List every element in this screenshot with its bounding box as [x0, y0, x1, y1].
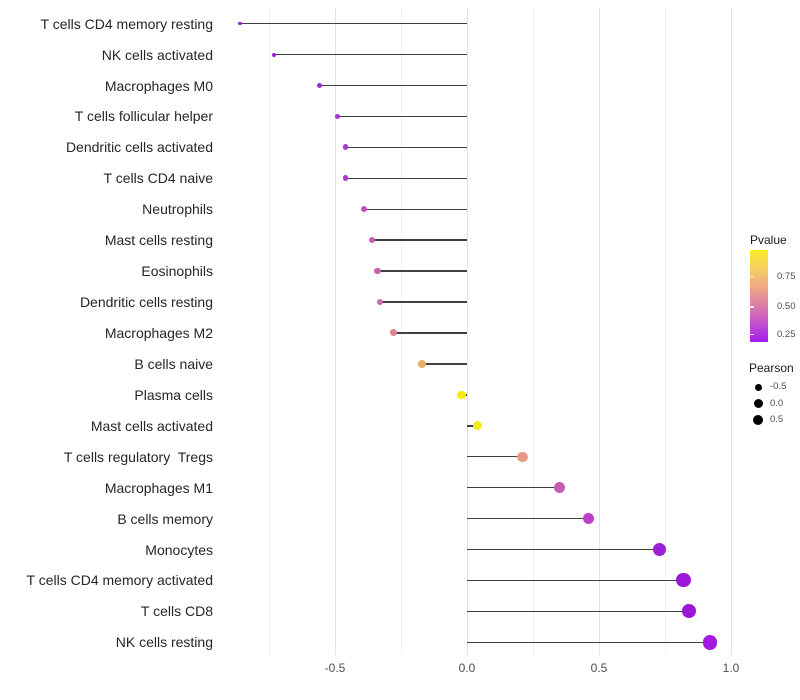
lollipop-point [373, 267, 381, 275]
lollipop-stem [467, 641, 710, 644]
lollipop-point [517, 451, 528, 462]
y-axis-label: Macrophages M1 [104, 479, 213, 496]
pvalue-colorbar-tick-mark [750, 306, 754, 308]
lollipop-stem [467, 610, 689, 613]
y-axis-label: Dendritic cells resting [79, 294, 213, 311]
lollipop-point [238, 22, 242, 26]
y-axis-label: NK cells resting [115, 634, 213, 651]
lollipop-stem [422, 363, 467, 365]
x-axis-tick-label: 1.0 [722, 661, 740, 675]
pearson-legend-label: -0.5 [770, 381, 787, 392]
lollipop-stem [337, 115, 467, 118]
y-axis-label: Mast cells resting [104, 232, 213, 249]
lollipop-stem [467, 486, 560, 489]
lollipop-point [334, 113, 341, 120]
lollipop-stem [467, 548, 660, 551]
lollipop-point [676, 573, 691, 588]
pvalue-colorbar [750, 250, 768, 342]
pearson-legend-title: Pearson [749, 361, 794, 375]
lollipop-point [360, 206, 368, 213]
y-axis-label: Mast cells activated [90, 417, 213, 434]
lollipop-point [389, 329, 397, 337]
lollipop-point [457, 390, 467, 400]
y-axis-label: T cells follicular helper [74, 108, 213, 125]
gridline-major [466, 8, 468, 655]
lollipop-point [553, 482, 565, 494]
gridline-minor [532, 8, 534, 655]
y-axis-label: B cells memory [117, 510, 213, 527]
pearson-legend-label: 0.0 [770, 397, 784, 409]
pvalue-colorbar-tick-mark [750, 333, 754, 336]
y-axis-label: Neutrophils [142, 201, 213, 218]
lollipop-point [473, 421, 483, 431]
lollipop-point [681, 604, 696, 619]
lollipop-stem [274, 53, 467, 56]
y-axis-label: NK cells activated [101, 46, 213, 63]
pvalue-colorbar-tick-label: 0.25 [777, 328, 796, 340]
lollipop-stem [345, 146, 467, 149]
pvalue-colorbar-tick-label: 0.50 [777, 301, 796, 313]
gridline-major [730, 8, 732, 655]
pearson-legend-label: 0.5 [770, 414, 784, 425]
y-axis-label: T cells CD4 memory resting [40, 15, 213, 32]
pearson-legend-dot [753, 399, 763, 408]
lollipop-stem [377, 270, 467, 272]
lollipop-stem [379, 301, 467, 303]
y-axis-label: Eosinophils [141, 263, 213, 280]
gridline-major [598, 8, 600, 655]
lollipop-stem [319, 84, 467, 87]
y-axis-label: T cells CD4 memory activated [26, 572, 213, 589]
lollipop-point [418, 360, 426, 368]
x-axis-tick-label: -0.5 [324, 661, 346, 675]
y-axis-label: Dendritic cells activated [65, 139, 213, 156]
y-axis-label: Macrophages M0 [104, 77, 213, 94]
lollipop-point [376, 298, 384, 306]
y-axis-label: T cells CD4 naive [103, 170, 213, 187]
lollipop-point [652, 542, 667, 557]
lollipop-stem [371, 239, 467, 241]
lollipop-point [342, 144, 349, 151]
pvalue-colorbar-tick-label: 0.75 [777, 270, 796, 282]
lollipop-point [582, 512, 595, 525]
lollipop-point [316, 82, 322, 89]
gridline-major [334, 8, 336, 655]
lollipop-point [702, 634, 718, 650]
lollipop-point [368, 236, 376, 244]
y-axis-label: Monocytes [145, 541, 213, 558]
gridline-minor [400, 8, 402, 655]
pvalue-legend-title: Pvalue [750, 233, 787, 247]
y-axis-label: T cells CD8 [140, 603, 213, 620]
lollipop-point [272, 52, 277, 57]
pearson-legend-dot [754, 383, 762, 391]
lollipop-stem [467, 455, 523, 458]
pearson-legend-dot [752, 414, 764, 426]
y-axis-label: Macrophages M2 [104, 325, 213, 341]
lollipop-point [342, 175, 349, 182]
y-axis-label: Plasma cells [134, 386, 213, 403]
y-axis-label: B cells naive [134, 355, 213, 372]
x-axis-tick-label: 0.0 [458, 661, 476, 675]
pvalue-colorbar-tick-mark [750, 275, 754, 278]
lollipop-stem [239, 22, 467, 25]
lollipop-stem [467, 517, 589, 520]
gridline-minor [664, 8, 666, 655]
lollipop-stem [393, 332, 467, 334]
lollipop-stem [467, 579, 684, 582]
lollipop-stem [345, 177, 467, 180]
lollipop-stem [364, 208, 467, 211]
y-axis-label: T cells regulatory Tregs [63, 448, 213, 465]
lollipop-stem [467, 425, 478, 427]
x-axis-tick-label: 0.5 [590, 661, 608, 675]
gridline-minor [268, 8, 270, 655]
